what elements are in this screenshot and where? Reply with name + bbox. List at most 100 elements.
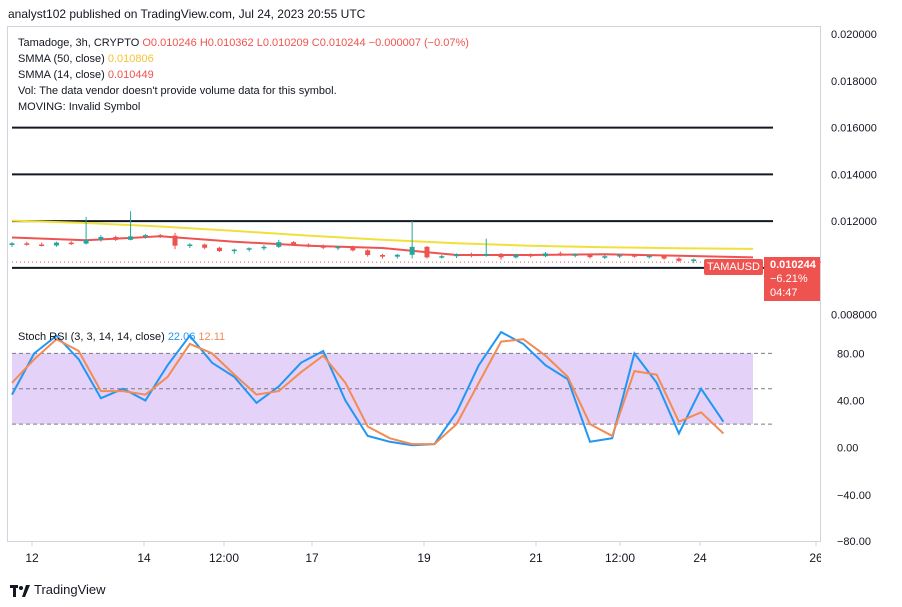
candle-body [454, 254, 460, 257]
candle-body [617, 255, 623, 257]
stoch-tick-label: 40.00 [837, 396, 865, 408]
candle-body [187, 244, 193, 246]
candle-body [291, 242, 297, 245]
candle-body [394, 254, 400, 257]
candle-body [543, 253, 549, 257]
candle-body [498, 253, 504, 258]
price-tag-symbol: TAMAUSD [704, 259, 763, 275]
candle-body [276, 242, 282, 247]
stoch-tick-label: 0.00 [837, 443, 858, 455]
price-tick-label: 0.014000 [831, 169, 877, 181]
ohlc-values: O0.010246 H0.010362 L0.010209 C0.010244 … [142, 37, 469, 49]
candle-body [320, 245, 326, 248]
candle-body [602, 256, 608, 258]
sma50-label: SMMA (50, close) [18, 53, 105, 65]
candle-body [528, 254, 534, 257]
price-tag-change: −6.21% [770, 273, 808, 285]
tradingview-footer[interactable]: TradingView [10, 582, 106, 597]
stoch-legend: Stoch RSI (3, 3, 14, 14, close) 22.06 12… [18, 329, 225, 345]
price-axis: 0.020000 0.018000 0.016000 0.014000 0.012000… [831, 29, 877, 547]
x-tick-label: 12 [25, 551, 39, 565]
candle-body [231, 249, 237, 252]
candle-body [676, 258, 682, 261]
time-axis: 12 14 12:00 17 19 21 12:00 24 26 [25, 542, 821, 565]
last-price-tag: TAMAUSD 0.010244 −6.21% 04:47 [704, 257, 820, 301]
candle-body [142, 235, 148, 237]
moving-legend: MOVING: Invalid Symbol [18, 99, 140, 115]
price-chart[interactable] [8, 27, 821, 317]
candle-body [646, 255, 652, 258]
stoch-tick-label: −40.00 [837, 490, 871, 502]
sma14-legend: SMMA (14, close) 0.010449 [18, 67, 154, 83]
price-tick-label: 0.008000 [831, 310, 877, 322]
candle-body [587, 254, 593, 258]
sma50-value: 0.010806 [107, 53, 154, 65]
candle-body [9, 243, 15, 245]
x-tick-label: 19 [417, 551, 431, 565]
candle-body [305, 244, 311, 246]
candle-body [246, 248, 252, 250]
x-tick-label: 14 [137, 551, 151, 565]
vol-legend: Vol: The data vendor doesn't provide vol… [18, 83, 337, 99]
sma-line-50 [11, 219, 754, 250]
candle-body [261, 246, 267, 249]
stoch-label: Stoch RSI (3, 3, 14, 14, close) [18, 331, 165, 343]
stoch-line-d [11, 337, 725, 446]
stoch-d-value: 12.11 [198, 331, 226, 343]
candle-body [128, 236, 134, 240]
price-tick-label: 0.020000 [831, 29, 877, 41]
price-tag-time: 04:47 [770, 287, 798, 299]
candle-body [24, 243, 30, 245]
candle-body [409, 246, 415, 255]
tradingview-logo-icon [10, 584, 30, 597]
candle-body [557, 253, 563, 256]
x-tick-label: 12:00 [209, 551, 239, 565]
x-tick-label: 21 [529, 551, 543, 565]
candle-body [439, 256, 445, 258]
stoch-tick-label: 80.00 [837, 348, 865, 360]
candle-body [572, 254, 578, 256]
candle-body [335, 246, 341, 249]
candle-body [113, 237, 119, 240]
publish-info: analyst102 published on TradingView.com,… [8, 7, 366, 21]
candle-body [424, 246, 430, 258]
candle-body [68, 242, 74, 245]
candle-body [631, 255, 637, 257]
moving-note: MOVING: Invalid Symbol [18, 101, 141, 113]
price-tag-price: 0.010244 [770, 259, 816, 271]
tradingview-brand: TradingView [34, 582, 106, 597]
x-tick-label: 17 [305, 551, 319, 565]
candle-body [172, 235, 178, 246]
sma14-label: SMMA (14, close) [18, 69, 105, 81]
candle-body [216, 247, 222, 252]
ohlc-legend: Tamadoge, 3h, CRYPTO O0.010246 H0.010362… [18, 35, 469, 51]
stoch-rsi-chart[interactable] [8, 318, 821, 542]
candle-body [661, 255, 667, 259]
candle-body [483, 253, 489, 256]
candle-body [513, 254, 519, 258]
sma-line-14 [11, 235, 754, 259]
candle-body [39, 244, 45, 246]
symbol-label: Tamadoge, 3h, CRYPTO [18, 37, 140, 49]
candle-body [53, 242, 59, 246]
candle-body [380, 255, 385, 257]
candle-body [157, 235, 163, 237]
stoch-tick-label: −80.00 [837, 536, 871, 547]
candle-body [350, 246, 356, 251]
sma50-legend: SMMA (50, close) 0.010806 [18, 51, 154, 67]
sma14-value: 0.010449 [107, 69, 154, 81]
candle-body [98, 237, 104, 240]
candle-body [365, 250, 371, 256]
vol-note: Vol: The data vendor doesn't provide vol… [18, 85, 337, 97]
candle-body [691, 259, 697, 261]
x-tick-label: 24 [693, 551, 707, 565]
price-tick-label: 0.012000 [831, 216, 877, 228]
stoch-k-value: 22.06 [167, 331, 196, 343]
x-tick-label: 12:00 [605, 551, 635, 565]
chart-frame [7, 26, 821, 542]
candle-body [468, 254, 474, 256]
price-tick-label: 0.016000 [831, 123, 877, 135]
price-tick-label: 0.018000 [831, 76, 877, 88]
x-tick-label: 26 [809, 551, 821, 565]
candle-body [83, 239, 89, 244]
